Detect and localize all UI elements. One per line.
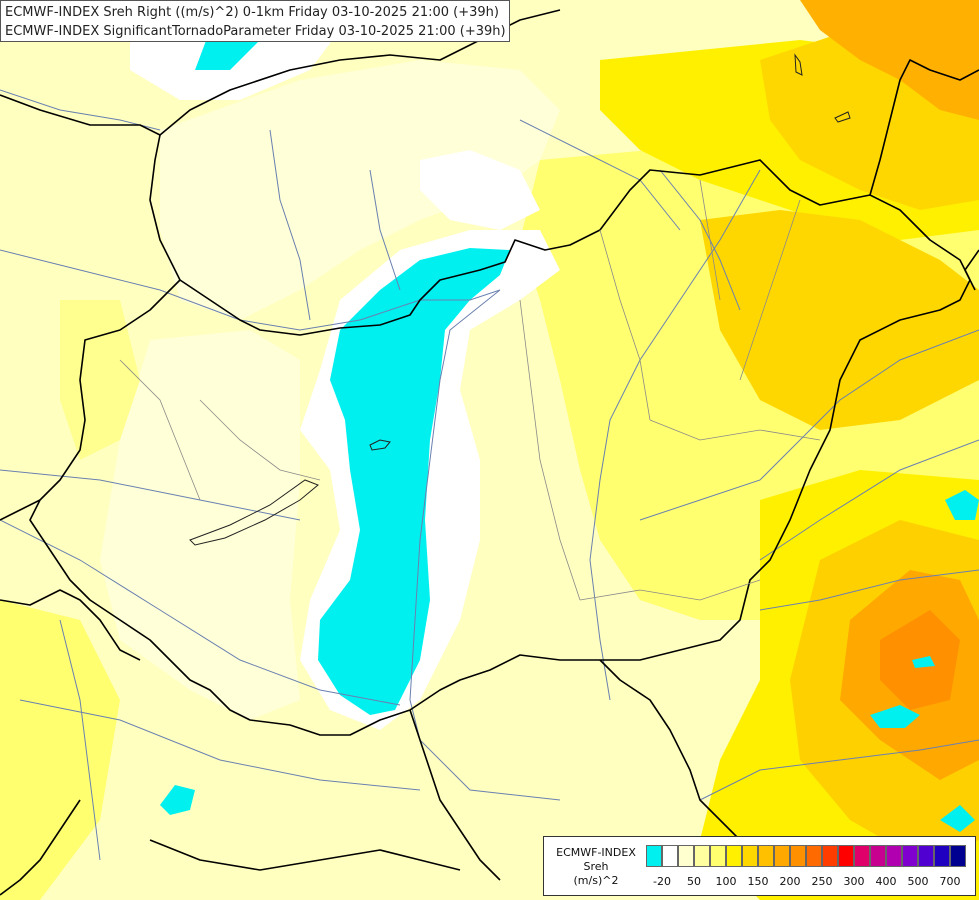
field-orange-northeast	[800, 0, 979, 120]
legend-swatch	[886, 845, 902, 867]
legend-swatch	[838, 845, 854, 867]
river-southwest	[59, 619, 101, 861]
border-austria-west	[0, 499, 41, 521]
region-line-1	[519, 299, 581, 601]
legend-tick-label: 700	[939, 875, 961, 888]
legend-swatch	[902, 845, 918, 867]
legend-tick-label: 300	[843, 875, 865, 888]
map-title-box: ECMWF-INDEX Sreh Right ((m/s)^2) 0-1km F…	[0, 0, 510, 42]
legend-tick-label: -20	[653, 875, 671, 888]
border-croatia-serbia	[409, 709, 501, 881]
river-danube	[0, 249, 561, 801]
field-cyan-east-4	[912, 656, 935, 668]
legend-parameter: Sreh	[583, 860, 609, 873]
river-north-1	[269, 129, 311, 321]
region-line-3	[649, 419, 821, 441]
legend-label: ECMWF-INDEX Sreh (m/s)^2	[548, 846, 644, 888]
region-line-8	[739, 199, 801, 381]
title-line-stp: ECMWF-INDEX SignificantTornadoParameter …	[5, 24, 506, 39]
legend-swatch	[822, 845, 838, 867]
border-ukraine	[869, 59, 979, 196]
field-cyan-southwest	[160, 785, 195, 815]
legend-swatch	[934, 845, 950, 867]
field-cream-north	[160, 60, 560, 320]
field-white-north-center	[420, 150, 540, 230]
legend-swatch	[758, 845, 774, 867]
legend-swatch	[662, 845, 678, 867]
legend-swatch	[726, 845, 742, 867]
region-line-2	[599, 229, 651, 421]
border-southwest	[0, 799, 81, 896]
legend-swatches	[646, 845, 966, 867]
field-cyan-east-2	[870, 705, 920, 728]
title-line-srh: ECMWF-INDEX Sreh Right ((m/s)^2) 0-1km F…	[5, 5, 499, 20]
field-yellow-south	[0, 600, 120, 900]
legend-swatch	[806, 845, 822, 867]
regional-borders	[119, 179, 821, 601]
legend-tick-label: 400	[875, 875, 897, 888]
field-cream-west	[100, 330, 300, 720]
legend-tick-label: 250	[811, 875, 833, 888]
field-cyan-main	[318, 248, 510, 715]
region-line-7	[699, 179, 721, 301]
legend-swatch	[774, 845, 790, 867]
field-cyan-east-1	[945, 490, 979, 520]
border-romania-east	[964, 249, 979, 291]
legend-swatch	[950, 845, 966, 867]
river-north-east	[519, 119, 681, 231]
legend-swatch	[918, 845, 934, 867]
river-east-2	[759, 439, 979, 561]
legend-tick-label: 500	[907, 875, 929, 888]
river-east-3	[759, 569, 979, 611]
region-line-6	[119, 359, 201, 501]
border-hungary	[29, 159, 971, 736]
legend-unit: (m/s)^2	[573, 874, 619, 887]
legend-swatch	[790, 845, 806, 867]
river-sava	[19, 699, 421, 791]
legend-model: ECMWF-INDEX	[556, 846, 636, 859]
legend-swatch	[678, 845, 694, 867]
legend-swatch	[742, 845, 758, 867]
legend-tick-label: 100	[715, 875, 737, 888]
legend-tick-label: 200	[779, 875, 801, 888]
border-slovenia	[0, 589, 141, 661]
legend-ticks: -20 50 100 150 200 250 300 400 500 700	[646, 875, 976, 889]
legend-tick-label: 50	[687, 875, 701, 888]
lake-balaton	[189, 479, 319, 546]
lake-small	[369, 439, 391, 451]
field-cyan-east-3	[940, 805, 975, 832]
river-west-1	[0, 469, 301, 521]
lake-east-1	[794, 53, 803, 76]
river-southeast	[699, 739, 979, 801]
legend-swatch	[694, 845, 710, 867]
legend-swatch	[870, 845, 886, 867]
legend-tick-label: 150	[747, 875, 769, 888]
legend-swatch	[710, 845, 726, 867]
color-legend: ECMWF-INDEX Sreh (m/s)^2 -20 50 100 150 200 2…	[543, 836, 976, 896]
lake-east-2	[834, 111, 851, 123]
field-gold-east-band	[700, 210, 979, 430]
border-romania-south	[599, 659, 741, 841]
rivers	[0, 89, 979, 861]
river-drava	[0, 519, 401, 706]
region-line-4	[579, 579, 761, 601]
region-line-5	[199, 399, 321, 481]
river-tisza	[589, 169, 761, 701]
legend-swatch	[646, 845, 662, 867]
field-yellow-west	[60, 300, 140, 460]
border-bosnia	[149, 839, 461, 871]
legend-swatch	[854, 845, 870, 867]
river-east-1	[639, 329, 979, 521]
river-north-2	[369, 169, 401, 291]
